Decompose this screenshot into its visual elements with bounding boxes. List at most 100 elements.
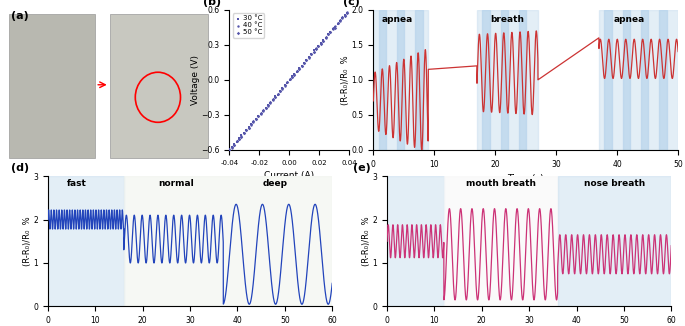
Text: breath: breath — [490, 15, 525, 24]
50 °C — [337, 15, 348, 20]
50 °C — [334, 17, 345, 22]
50 °C — [308, 49, 319, 54]
30 °C — [267, 97, 278, 102]
Y-axis label: (R-R₀)/R₀  %: (R-R₀)/R₀ % — [23, 216, 32, 266]
Text: (d): (d) — [11, 163, 29, 173]
50 °C — [277, 85, 288, 91]
40 °C — [232, 139, 242, 144]
50 °C — [286, 74, 297, 79]
50 °C — [342, 10, 353, 15]
40 °C — [265, 100, 276, 105]
40 °C — [241, 128, 252, 133]
40 °C — [224, 147, 235, 152]
40 °C — [246, 122, 257, 127]
40 °C — [299, 60, 310, 66]
30 °C — [310, 46, 321, 51]
40 °C — [243, 125, 254, 130]
40 °C — [267, 97, 278, 102]
Legend: 30 °C, 40 °C, 50 °C: 30 °C, 40 °C, 50 °C — [233, 13, 264, 37]
40 °C — [227, 145, 238, 150]
50 °C — [256, 111, 266, 116]
50 °C — [301, 58, 312, 63]
Bar — [623, 10, 630, 150]
50 °C — [262, 102, 273, 107]
30 °C — [294, 66, 305, 71]
50 °C — [267, 97, 278, 102]
Bar — [482, 10, 490, 150]
50 °C — [248, 119, 259, 124]
FancyBboxPatch shape — [9, 14, 95, 158]
Bar — [444, 176, 558, 306]
30 °C — [329, 24, 340, 29]
40 °C — [256, 111, 266, 116]
Text: deep: deep — [263, 179, 288, 188]
30 °C — [262, 103, 273, 108]
30 °C — [337, 15, 348, 20]
30 °C — [241, 127, 252, 132]
40 °C — [334, 18, 345, 23]
Text: normal: normal — [158, 179, 194, 188]
30 °C — [229, 141, 240, 146]
30 °C — [258, 108, 269, 113]
30 °C — [323, 32, 334, 37]
40 °C — [282, 80, 292, 85]
40 °C — [277, 86, 288, 92]
Bar — [519, 10, 526, 150]
50 °C — [318, 38, 329, 44]
Bar — [387, 176, 444, 306]
50 °C — [232, 138, 242, 143]
40 °C — [318, 38, 329, 43]
40 °C — [289, 71, 300, 77]
30 °C — [315, 40, 326, 45]
40 °C — [275, 89, 286, 94]
30 °C — [238, 131, 249, 136]
50 °C — [251, 116, 262, 121]
50 °C — [238, 131, 249, 136]
30 °C — [251, 117, 262, 122]
Text: (b): (b) — [203, 0, 221, 7]
40 °C — [301, 58, 312, 63]
40 °C — [308, 49, 319, 54]
30 °C — [296, 63, 307, 68]
50 °C — [299, 60, 310, 66]
40 °C — [329, 23, 340, 28]
50 °C — [246, 122, 257, 127]
30 °C — [248, 120, 259, 125]
30 °C — [270, 94, 281, 99]
30 °C — [320, 35, 331, 40]
30 °C — [236, 132, 247, 138]
Bar — [48, 176, 124, 306]
Bar — [124, 176, 332, 306]
Text: apnea: apnea — [382, 15, 413, 24]
40 °C — [337, 16, 348, 21]
40 °C — [236, 133, 247, 138]
40 °C — [323, 32, 334, 37]
50 °C — [306, 51, 316, 56]
40 °C — [294, 66, 305, 71]
50 °C — [241, 127, 252, 132]
50 °C — [272, 92, 283, 97]
50 °C — [296, 63, 307, 68]
50 °C — [282, 80, 292, 85]
40 °C — [286, 75, 297, 80]
50 °C — [323, 31, 334, 36]
Bar — [477, 10, 538, 150]
Bar — [373, 10, 428, 150]
Bar — [379, 10, 386, 150]
30 °C — [313, 43, 324, 48]
40 °C — [325, 29, 336, 34]
30 °C — [243, 125, 254, 130]
30 °C — [301, 57, 312, 62]
30 °C — [286, 74, 297, 79]
Bar — [501, 10, 508, 150]
30 °C — [318, 38, 329, 43]
30 °C — [308, 48, 319, 53]
50 °C — [294, 66, 305, 71]
40 °C — [296, 63, 307, 68]
30 °C — [327, 27, 338, 32]
50 °C — [332, 21, 343, 26]
30 °C — [332, 21, 343, 26]
50 °C — [313, 44, 324, 49]
Text: (a): (a) — [11, 11, 29, 21]
Y-axis label: (R-R₀)/R₀  %: (R-R₀)/R₀ % — [341, 55, 350, 105]
